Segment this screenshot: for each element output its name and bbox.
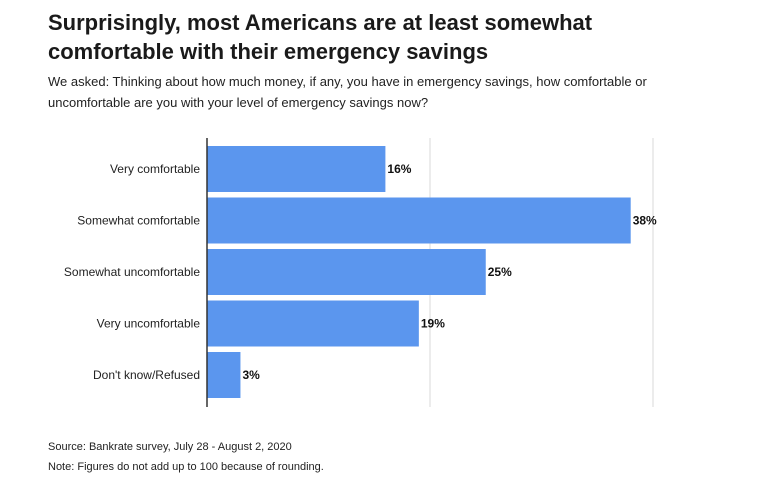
- bar: [207, 146, 386, 192]
- value-label: 19%: [421, 317, 445, 331]
- category-label: Very comfortable: [110, 162, 200, 176]
- category-label: Very uncomfortable: [97, 317, 201, 331]
- value-label: 25%: [488, 265, 512, 279]
- category-label: Somewhat comfortable: [77, 214, 200, 228]
- category-label: Somewhat uncomfortable: [64, 265, 200, 279]
- chart-title: Surprisingly, most Americans are at leas…: [48, 10, 593, 64]
- value-label: 3%: [242, 368, 260, 382]
- bar-chart: Very comfortable 16% Somewhat comfortable 3…: [64, 138, 657, 407]
- bar: [207, 352, 241, 398]
- bar: [207, 300, 419, 347]
- source-note: Source: Bankrate survey, July 28 - Augus…: [48, 441, 292, 453]
- value-label: 38%: [633, 214, 657, 228]
- bar: [207, 249, 486, 295]
- bar: [207, 197, 631, 244]
- value-label: 16%: [387, 162, 411, 176]
- category-label: Don't know/Refused: [93, 368, 200, 382]
- chart-subtitle: We asked: Thinking about how much money,…: [48, 74, 647, 110]
- footnote: Note: Figures do not add up to 100 becau…: [48, 461, 324, 473]
